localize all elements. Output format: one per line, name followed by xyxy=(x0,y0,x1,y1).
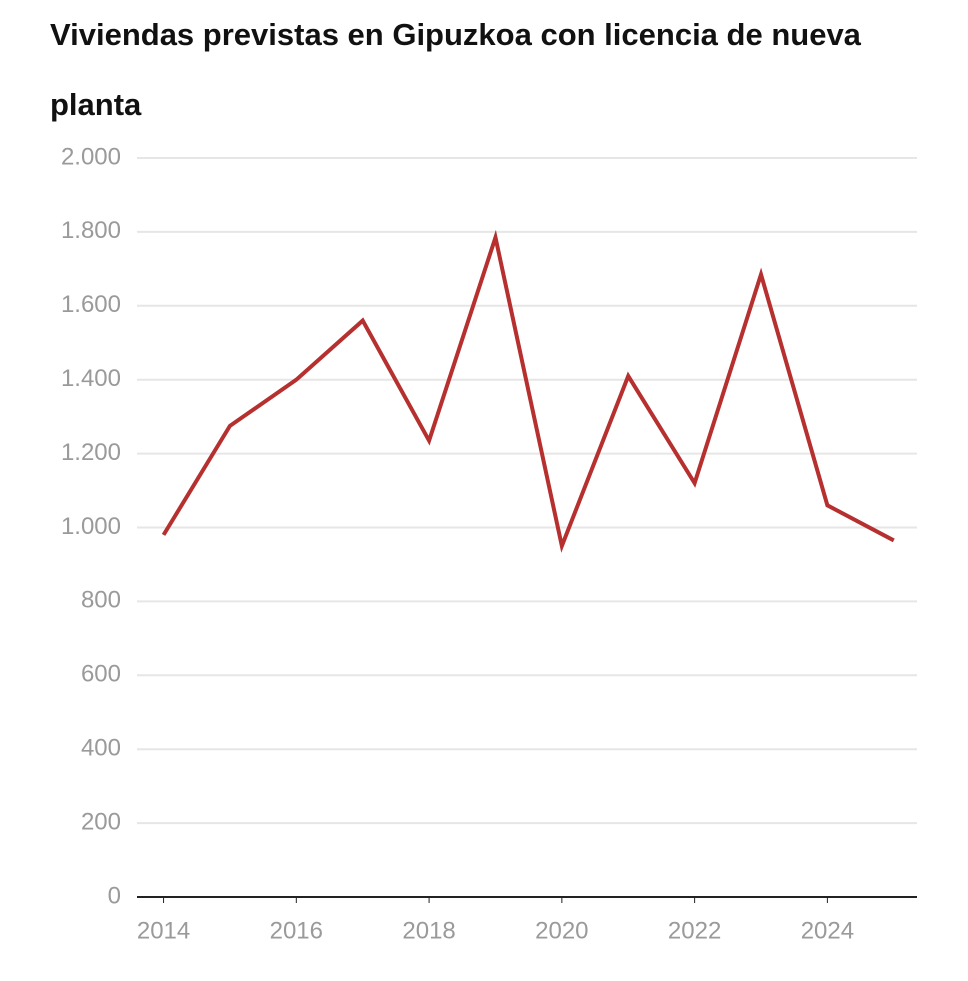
y-tick-label: 0 xyxy=(108,882,121,909)
y-tick-label: 1.200 xyxy=(61,439,121,466)
data-line xyxy=(161,229,895,553)
x-tick-label: 2020 xyxy=(535,917,588,944)
y-tick-label: 1.000 xyxy=(61,513,121,540)
y-tick-label: 200 xyxy=(81,808,121,835)
y-tick-label: 1.400 xyxy=(61,365,121,392)
y-tick-label: 400 xyxy=(81,735,121,762)
x-tick-label: 2024 xyxy=(801,917,854,944)
x-tick-label: 2014 xyxy=(137,917,190,944)
x-tick-label: 2016 xyxy=(270,917,323,944)
x-tick-label: 2022 xyxy=(668,917,721,944)
chart-title: Viviendas previstas en Gipuzkoa con lice… xyxy=(50,17,861,122)
y-tick-label: 800 xyxy=(81,587,121,614)
y-tick-label: 600 xyxy=(81,661,121,688)
x-tick-label: 2018 xyxy=(402,917,455,944)
y-tick-label: 1.800 xyxy=(61,217,121,244)
y-tick-label: 2.000 xyxy=(61,143,121,170)
y-tick-label: 1.600 xyxy=(61,291,121,318)
